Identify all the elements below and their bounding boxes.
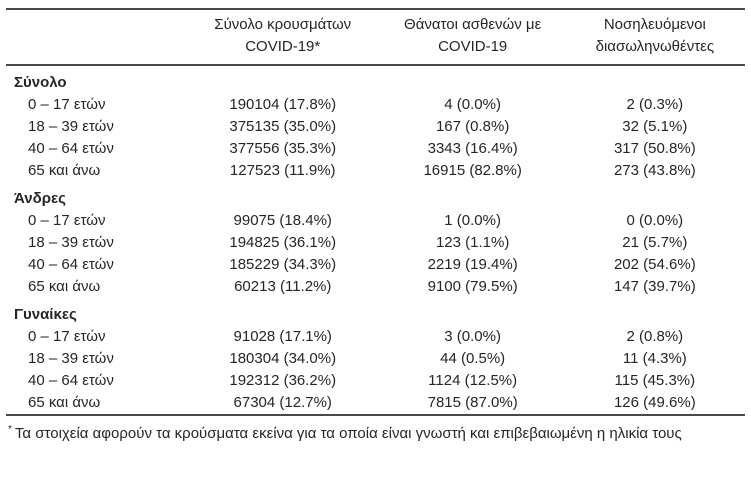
header-total-cases-line1: Σύνολο κρουσμάτων	[214, 16, 352, 33]
age-group-label: 40 – 64 ετών	[28, 256, 114, 273]
deaths-value: 1 (0.0%)	[444, 212, 501, 229]
empty-cell	[381, 298, 565, 326]
section-label: Γυναίκες	[14, 306, 77, 323]
footnote-marker: *	[8, 424, 12, 435]
section-row-women: Γυναίκες	[6, 298, 745, 326]
empty-cell	[565, 65, 745, 94]
table-row: 40 – 64 ετών 192312 (36.2%) 1124 (12.5%)…	[6, 370, 745, 392]
section-label: Άνδρες	[14, 190, 66, 207]
deaths-value: 1124 (12.5%)	[428, 372, 518, 389]
age-group-label: 0 – 17 ετών	[28, 212, 106, 229]
cases-value: 375135 (35.0%)	[229, 118, 337, 135]
age-group-label: 65 και άνω	[6, 392, 185, 416]
header-empty-cell	[6, 9, 185, 66]
header-deaths: Θάνατοι ασθενών με COVID-19	[380, 9, 565, 66]
header-intubated-line1: Νοσηλευόμενοι	[603, 16, 706, 33]
header-deaths-line2: COVID-19	[438, 38, 508, 55]
deaths-value: 9100 (79.5%)	[427, 278, 518, 295]
intubated-value: 273 (43.8%)	[613, 162, 696, 179]
cases-value: 377556 (35.3%)	[229, 140, 337, 157]
header-intubated: Νοσηλευόμενοι διασωληνωθέντες	[564, 9, 745, 66]
section-label: Σύνολο	[14, 74, 67, 91]
table-row: 65 και άνω 67304 (12.7%) 7815 (87.0%) 12…	[6, 392, 745, 416]
intubated-value: 32 (5.1%)	[622, 118, 688, 135]
table-row: 0 – 17 ετών 91028 (17.1%) 3 (0.0%) 2 (0.…	[6, 326, 745, 348]
age-group-label: 18 – 39 ετών	[28, 118, 114, 135]
deaths-value: 3343 (16.4%)	[427, 140, 518, 157]
header-intubated-line2: διασωληνωθέντες	[595, 38, 715, 55]
table-row: 18 – 39 ετών 375135 (35.0%) 167 (0.8%) 3…	[6, 116, 745, 138]
age-group-label: 18 – 39 ετών	[28, 350, 114, 367]
cases-value: 192312 (36.2%)	[229, 372, 337, 389]
intubated-value: 126 (49.6%)	[564, 392, 745, 416]
deaths-value: 123 (1.1%)	[435, 234, 510, 251]
age-group-label: 40 – 64 ετών	[28, 372, 114, 389]
table-row: 18 – 39 ετών 194825 (36.1%) 123 (1.1%) 2…	[6, 232, 745, 254]
intubated-value: 317 (50.8%)	[613, 140, 696, 157]
empty-cell	[185, 298, 381, 326]
intubated-value: 11 (4.3%)	[622, 350, 687, 367]
cases-value: 185229 (34.3%)	[229, 256, 337, 273]
table-row: 0 – 17 ετών 190104 (17.8%) 4 (0.0%) 2 (0…	[6, 94, 745, 116]
age-group-label: 65 και άνω	[28, 278, 101, 295]
age-group-label: 18 – 39 ετών	[28, 234, 114, 251]
deaths-value: 44 (0.5%)	[440, 350, 506, 367]
cases-value: 99075 (18.4%)	[233, 212, 332, 229]
intubated-value: 147 (39.7%)	[613, 278, 696, 295]
intubated-value: 115 (45.3%)	[614, 372, 696, 389]
cases-value: 127523 (11.9%)	[229, 162, 336, 179]
table-row: 18 – 39 ετών 180304 (34.0%) 44 (0.5%) 11…	[6, 348, 745, 370]
age-group-label: 0 – 17 ετών	[28, 328, 106, 345]
empty-cell	[381, 65, 565, 94]
deaths-value: 4 (0.0%)	[444, 96, 501, 113]
intubated-value: 2 (0.3%)	[626, 96, 684, 113]
footnote-text: Τα στοιχεία αφορούν τα κρούσματα εκείνα …	[14, 425, 682, 442]
empty-cell	[565, 298, 745, 326]
intubated-value: 2 (0.8%)	[626, 328, 684, 345]
table-row: 65 και άνω 127523 (11.9%) 16915 (82.8%) …	[6, 160, 745, 182]
cases-value: 194825 (36.1%)	[229, 234, 337, 251]
empty-cell	[565, 182, 745, 210]
table-row: 40 – 64 ετών 377556 (35.3%) 3343 (16.4%)…	[6, 138, 745, 160]
empty-cell	[381, 182, 565, 210]
empty-cell	[185, 182, 381, 210]
header-total-cases-line2: COVID-19*	[245, 38, 321, 55]
covid-stats-table: Σύνολο κρουσμάτων COVID-19* Θάνατοι ασθε…	[6, 8, 745, 416]
cases-value: 67304 (12.7%)	[184, 392, 381, 416]
header-row: Σύνολο κρουσμάτων COVID-19* Θάνατοι ασθε…	[6, 9, 745, 66]
cases-value: 91028 (17.1%)	[233, 328, 332, 345]
deaths-value: 167 (0.8%)	[435, 118, 510, 135]
age-group-label: 0 – 17 ετών	[28, 96, 106, 113]
age-group-label: 40 – 64 ετών	[28, 140, 114, 157]
table-row: 40 – 64 ετών 185229 (34.3%) 2219 (19.4%)…	[6, 254, 745, 276]
cases-value: 180304 (34.0%)	[229, 350, 337, 367]
header-deaths-line1: Θάνατοι ασθενών με	[404, 16, 542, 33]
table-row: 65 και άνω 60213 (11.2%) 9100 (79.5%) 14…	[6, 276, 745, 298]
age-group-label: 65 και άνω	[28, 162, 101, 179]
header-total-cases: Σύνολο κρουσμάτων COVID-19*	[184, 9, 381, 66]
empty-cell	[185, 65, 381, 94]
intubated-value: 21 (5.7%)	[622, 234, 688, 251]
cases-value: 60213 (11.2%)	[234, 278, 332, 295]
intubated-value: 0 (0.0%)	[626, 212, 684, 229]
deaths-value: 2219 (19.4%)	[427, 256, 518, 273]
footnote: * Τα στοιχεία αφορούν τα κρούσματα εκείνα…	[8, 420, 743, 444]
deaths-value: 3 (0.0%)	[444, 328, 501, 345]
intubated-value: 202 (54.6%)	[613, 256, 696, 273]
section-row-men: Άνδρες	[6, 182, 745, 210]
cases-value: 190104 (17.8%)	[229, 96, 337, 113]
deaths-value: 7815 (87.0%)	[380, 392, 565, 416]
table-row: 0 – 17 ετών 99075 (18.4%) 1 (0.0%) 0 (0.…	[6, 210, 745, 232]
section-row-total: Σύνολο	[6, 65, 745, 94]
deaths-value: 16915 (82.8%)	[423, 162, 522, 179]
